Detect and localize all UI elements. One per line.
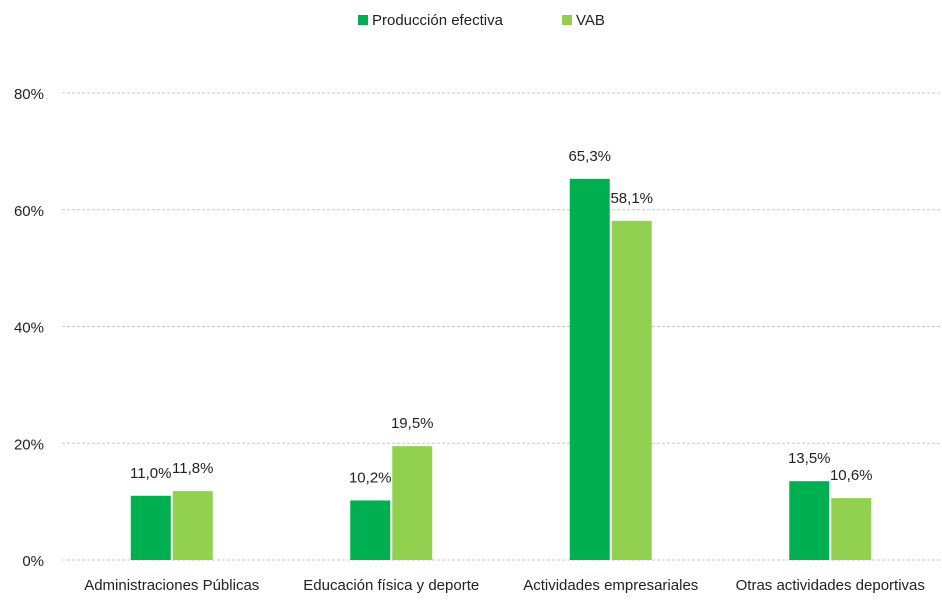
y-tick-label: 0% <box>22 553 44 570</box>
y-tick-label: 60% <box>14 203 44 220</box>
legend-swatch <box>562 15 572 25</box>
legend-label: Producción efectiva <box>372 12 504 29</box>
bar <box>172 491 213 560</box>
bar <box>569 178 610 560</box>
y-tick-label: 20% <box>14 436 44 453</box>
bar <box>350 500 391 560</box>
x-tick-label: Administraciones Públicas <box>84 577 259 594</box>
bar <box>611 220 652 560</box>
y-axis: 0% 20% 40% 60% 80% <box>14 86 44 570</box>
legend: Producción efectiva VAB <box>358 12 605 29</box>
legend-label: VAB <box>576 12 605 29</box>
data-label: 11,0% <box>130 465 171 482</box>
data-label: 13,5% <box>788 450 831 467</box>
x-tick-label: Actividades empresariales <box>523 577 698 594</box>
bar <box>789 481 830 560</box>
data-label: 65,3% <box>568 148 611 165</box>
bar <box>831 498 872 560</box>
legend-swatch <box>358 15 368 25</box>
data-label: 11,8% <box>172 460 213 477</box>
data-label: 58,1% <box>610 190 653 207</box>
x-tick-label: Educación física y deporte <box>303 577 479 594</box>
bar <box>392 446 433 560</box>
bars <box>130 178 872 560</box>
data-label: 19,5% <box>391 415 434 432</box>
data-labels: 11,0% 11,8% 10,2% 19,5% 65,3% 58,1% 13,5%10,6% <box>130 148 872 487</box>
bar <box>130 495 171 560</box>
x-axis: Administraciones Públicas Educación físic… <box>84 577 925 594</box>
data-label: 10,6% <box>830 467 873 484</box>
data-label: 10,2% <box>349 469 392 486</box>
y-tick-label: 40% <box>14 320 44 337</box>
x-tick-label: Otras actividades deportivas <box>736 577 925 594</box>
y-tick-label: 80% <box>14 86 44 103</box>
